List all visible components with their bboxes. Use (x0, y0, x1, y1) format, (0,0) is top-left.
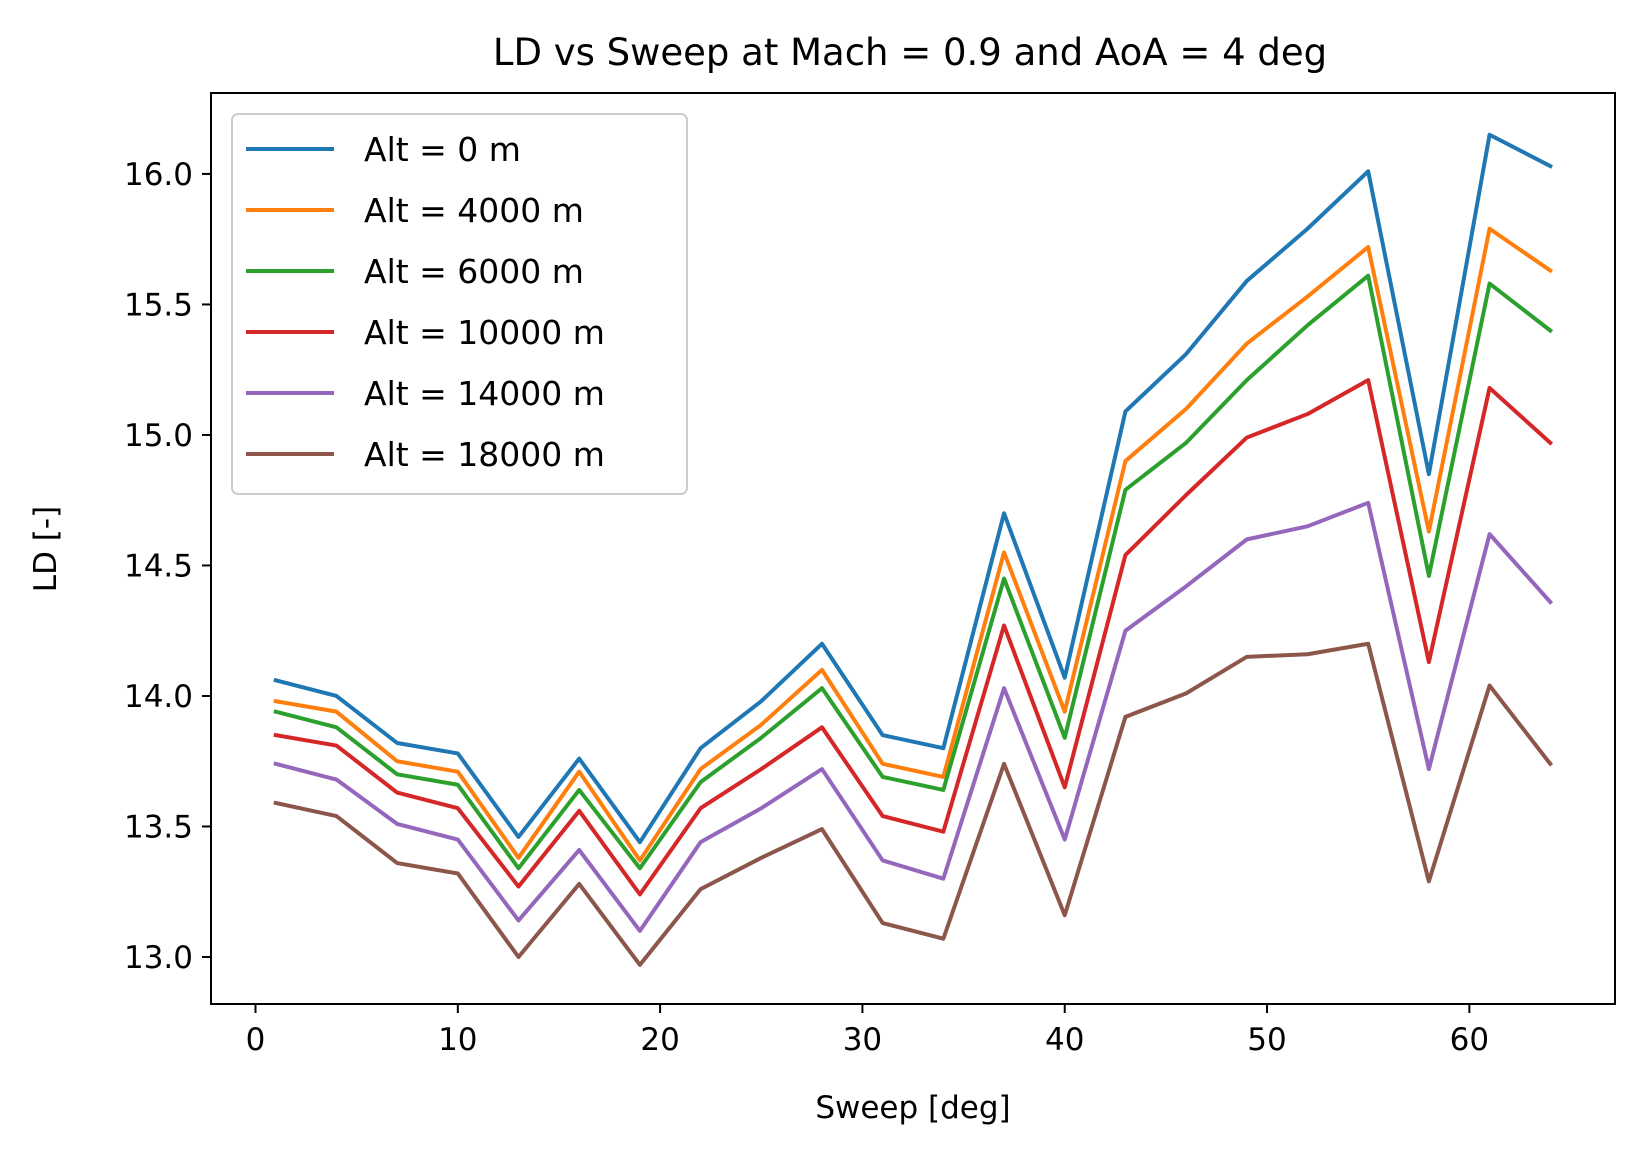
y-tick-label: 13.0 (124, 940, 193, 976)
x-tick-label: 50 (1247, 1022, 1286, 1058)
legend-label-2: Alt = 4000 m (364, 191, 584, 230)
y-tick-label: 15.5 (124, 287, 193, 323)
y-tick-label: 14.5 (124, 548, 193, 584)
x-tick-label: 40 (1045, 1022, 1084, 1058)
series-lines (273, 132, 1554, 967)
y-tick-label: 14.0 (124, 679, 193, 715)
series-line-5 (273, 500, 1554, 933)
x-tick-label: 30 (843, 1022, 882, 1058)
series-line-4 (273, 378, 1554, 897)
series-line-1 (273, 132, 1553, 845)
y-tick-label: 13.5 (124, 809, 193, 845)
legend-label-4: Alt = 10000 m (364, 313, 605, 352)
y-axis: 13.0 13.5 14.0 14.5 15.0 15.5 16.0 (124, 157, 211, 976)
series-line-6 (273, 641, 1554, 967)
legend: Alt = 0 m Alt = 4000 m Alt = 6000 m Alt = 1… (231, 113, 688, 495)
series-line-3 (273, 273, 1554, 871)
legend-label-3: Alt = 6000 m (364, 252, 584, 291)
legend-label-6: Alt = 18000 m (364, 435, 605, 474)
y-tick-label: 15.0 (124, 418, 193, 454)
legend-label-1: Alt = 0 m (364, 130, 521, 169)
series-line-2 (273, 226, 1554, 863)
legend-frame (231, 113, 688, 495)
chart-title: LD vs Sweep at Mach = 0.9 and AoA = 4 de… (493, 31, 1327, 74)
x-axis-title: Sweep [deg] (815, 1090, 1010, 1126)
x-tick-label: 20 (640, 1022, 679, 1058)
legend-label-5: Alt = 14000 m (364, 374, 605, 413)
x-tick-label: 0 (246, 1022, 266, 1058)
x-tick-label: 60 (1450, 1022, 1489, 1058)
x-tick-label: 10 (438, 1022, 477, 1058)
x-axis: 0 10 20 30 40 50 60 (246, 1004, 1489, 1058)
y-tick-label: 16.0 (124, 157, 193, 193)
y-axis-title: LD [-] (28, 506, 64, 592)
